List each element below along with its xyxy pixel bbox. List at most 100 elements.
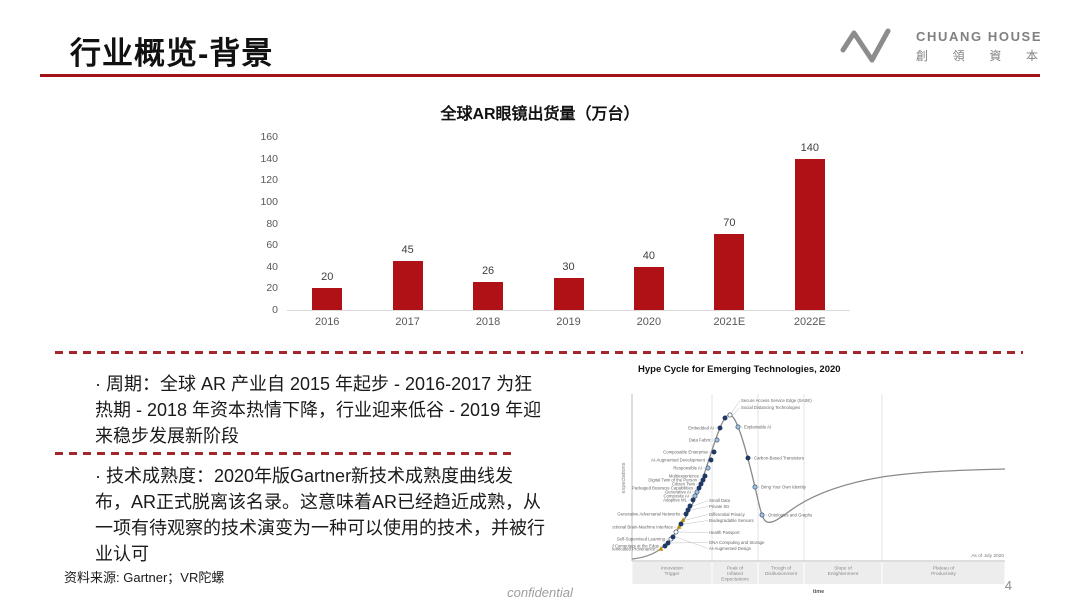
phase-band xyxy=(758,562,804,584)
y-axis-tick: 20 xyxy=(266,282,278,295)
tech-point-label: Small Data xyxy=(709,498,731,503)
tech-point-label: Low-Cost Single-Board Computers at the E… xyxy=(612,544,660,549)
y-axis-caption: expectations xyxy=(621,462,627,493)
tech-point-label: Explainable AI xyxy=(744,425,771,430)
x-axis-label: 2018 xyxy=(475,316,501,328)
bar xyxy=(312,288,343,310)
tech-point-label: Packaged Business Capabilities xyxy=(632,486,693,491)
tech-point-light xyxy=(752,484,758,490)
tech-point-dot xyxy=(690,497,696,503)
y-axis-tick: 60 xyxy=(266,239,278,252)
tech-point-light xyxy=(705,465,711,471)
tech-point-dot xyxy=(685,507,691,513)
point-leader-line xyxy=(692,500,709,507)
hype-cycle-chart: Hype Cycle for Emerging Technologies, 20… xyxy=(612,364,1006,595)
logo-name-en: CHUANG HOUSE xyxy=(916,28,1043,44)
tech-point-label: Carbon-Based Transistors xyxy=(754,456,804,461)
bar xyxy=(633,266,664,310)
logo-cn-char: 本 xyxy=(1025,48,1038,63)
y-axis-tick: 80 xyxy=(266,217,278,230)
phase-band xyxy=(712,562,758,584)
point-leader-line xyxy=(732,407,741,416)
tech-point-label: Digital Twin of the Person xyxy=(648,478,697,483)
tech-point-label: Bring Your Own Identity xyxy=(761,485,807,490)
tech-point-label: Bidirectional Brain-Machine Interface xyxy=(612,525,674,530)
logo-wave-icon xyxy=(840,28,891,63)
bar-value-label: 26 xyxy=(481,264,495,277)
tech-point-dot xyxy=(683,511,689,517)
tech-point-label: Multiexperience xyxy=(669,474,700,479)
bar xyxy=(392,261,423,310)
as-of-label: As of July 2020 xyxy=(971,553,1004,559)
tech-point-label: Citizen Twin xyxy=(672,482,696,487)
y-axis-tick: 160 xyxy=(260,131,278,143)
bar-value-label: 140 xyxy=(800,141,819,154)
x-axis-label: 2016 xyxy=(314,316,340,328)
y-axis-tick: 120 xyxy=(260,174,278,187)
bar xyxy=(553,277,584,310)
x-axis-label: 2019 xyxy=(556,316,581,328)
tech-point-label: Generative AI xyxy=(665,490,691,495)
tech-point-dot xyxy=(662,543,668,549)
y-axis-tick: 100 xyxy=(260,195,278,208)
bar xyxy=(473,281,504,310)
tech-point-dot xyxy=(665,540,671,546)
bullet-tech-maturity: · 技术成熟度：2020年版Gartner新技术成熟度曲线发布，AR正式脱离该名… xyxy=(95,466,545,564)
tech-point-triangle xyxy=(680,517,686,522)
phase-label: Slope of Enlightenment xyxy=(828,566,859,578)
phase-label: Trough of Disillusionment xyxy=(765,566,798,578)
tech-point-label: Generative Adversarial Networks xyxy=(617,512,680,517)
tech-point-dot xyxy=(702,473,708,479)
tech-point-label: Health Passport xyxy=(709,530,740,535)
phase-band xyxy=(804,562,882,584)
bar-value-label: 40 xyxy=(642,249,656,262)
point-leader-line xyxy=(683,520,709,525)
tech-point-light xyxy=(759,512,765,518)
tech-point-label: Social Distancing Technologies xyxy=(741,405,800,410)
page-number: 4 xyxy=(1004,578,1012,593)
dashed-divider-middle xyxy=(55,452,515,455)
logo-cn-char: 資 xyxy=(989,48,1002,63)
x-axis-label: 2022E xyxy=(793,316,826,328)
tech-point-label: Ontologies and Graphs xyxy=(768,513,812,518)
tech-point-label: Responsible AI xyxy=(673,466,702,471)
tech-point-dot xyxy=(670,534,676,540)
tech-point-open xyxy=(673,529,679,535)
tech-point-label: Data Fabric xyxy=(689,438,712,443)
tech-point-light xyxy=(694,489,700,495)
x-axis-line xyxy=(287,310,850,311)
tech-point-dot xyxy=(711,449,717,455)
y-axis-tick: 40 xyxy=(266,260,278,273)
tech-point-open xyxy=(727,412,733,418)
tech-point-label: Secure Access Service Edge (SASE) xyxy=(741,398,812,403)
tech-point-dot xyxy=(722,415,728,421)
tech-point-label: Biodegradable Sensors xyxy=(709,518,754,523)
source-note: 资料来源: Gartner；VR陀螺 xyxy=(64,570,225,585)
tech-point-label: AI-Augmented Development xyxy=(651,458,706,463)
point-leader-line xyxy=(675,536,709,549)
tech-point-label: Composite AI xyxy=(663,494,689,499)
tech-point-dot xyxy=(698,481,704,487)
tech-point-dot xyxy=(700,477,706,483)
y-axis-tick: 0 xyxy=(272,304,278,316)
tech-point-light xyxy=(714,437,720,443)
tech-point-dot xyxy=(708,457,714,463)
tech-point-label: Composable Enterprise xyxy=(663,450,709,455)
header-divider xyxy=(40,74,1040,77)
tech-point-label: AI-Augmented Design xyxy=(709,546,752,551)
tech-point-label: Differential Privacy xyxy=(709,512,746,517)
x-axis-label: 2021E xyxy=(713,316,746,328)
hype-title: Hype Cycle for Emerging Technologies, 20… xyxy=(638,364,841,375)
tech-point-dot xyxy=(687,503,693,509)
tech-point-dot xyxy=(678,521,684,527)
logo-text: CHUANG HOUSE 創 領 資 本 xyxy=(916,28,1043,64)
bar xyxy=(794,158,825,310)
bar-chart-title: 全球AR眼镜出货量（万台） xyxy=(440,106,640,123)
tech-point-dot xyxy=(696,485,702,491)
x-axis-label: 2020 xyxy=(636,316,662,328)
phase-label: Peak of Inflated Expectations xyxy=(721,566,749,583)
point-leader-line xyxy=(678,531,709,533)
tech-point-light xyxy=(735,424,741,430)
bar-value-label: 30 xyxy=(562,260,575,273)
